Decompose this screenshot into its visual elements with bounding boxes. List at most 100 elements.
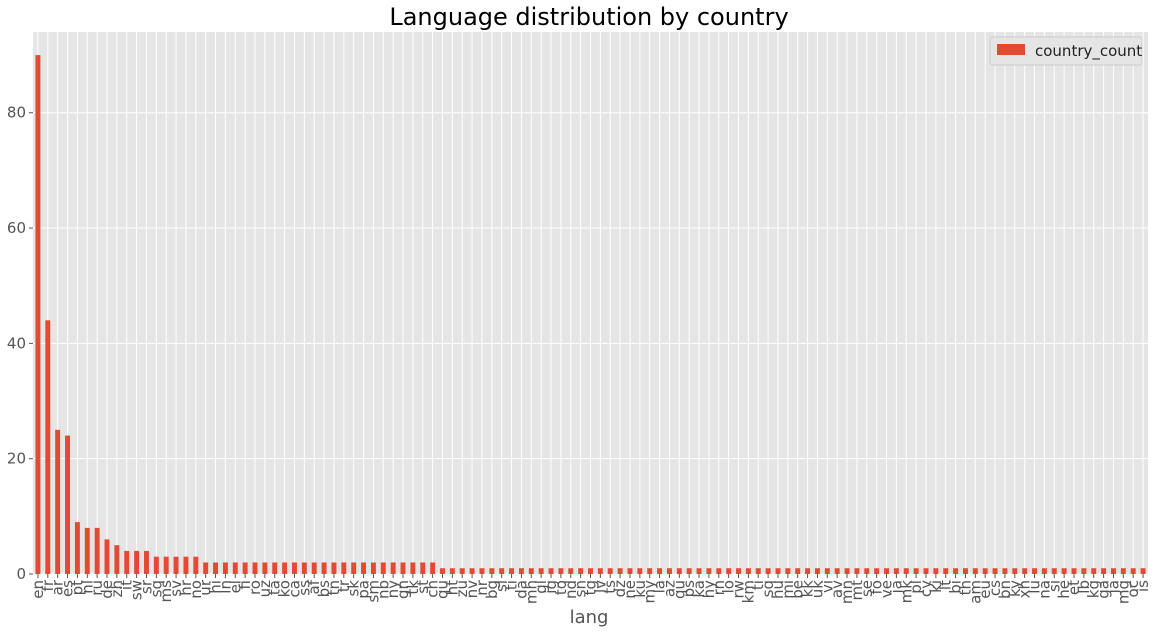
x-tick-label: nl <box>78 580 96 594</box>
x-tick-label: bi <box>947 580 965 594</box>
x-tick-label: sv <box>167 580 185 597</box>
x-tick-label: st <box>414 580 432 594</box>
bar <box>84 527 90 574</box>
bar <box>548 568 554 574</box>
x-tick-label: ln <box>216 580 234 594</box>
bar <box>134 550 140 574</box>
bar <box>558 568 564 574</box>
x-tick-label: nr <box>473 579 491 596</box>
bar <box>824 568 830 574</box>
x-tick-label: ve <box>878 580 896 598</box>
x-tick-label: na <box>1035 580 1053 599</box>
x-tick-label: se <box>858 580 876 597</box>
bar <box>657 568 663 574</box>
x-tick-label: it <box>118 580 136 590</box>
bar <box>222 562 228 574</box>
x-tick-label: et <box>1065 580 1083 595</box>
bar <box>370 562 376 574</box>
bar <box>1091 568 1097 574</box>
x-tick-label: es <box>59 580 77 597</box>
x-tick-label: pt <box>68 580 86 596</box>
bar <box>1120 568 1126 574</box>
x-tick-label: bg <box>483 580 501 599</box>
x-tick-label: nb <box>374 580 392 599</box>
bar <box>607 568 613 574</box>
x-tick-label: is <box>1134 580 1152 592</box>
x-tick-label: tk <box>404 580 422 595</box>
bar <box>449 568 455 574</box>
bar <box>972 568 978 574</box>
y-tick-label: 60 <box>7 219 26 237</box>
x-tick-label: qu <box>433 580 451 599</box>
bar <box>676 568 682 574</box>
x-tick-label: si <box>1045 580 1063 592</box>
bar <box>232 562 238 574</box>
x-tick-label: lo <box>720 580 738 593</box>
x-tick-label: qu <box>670 580 688 599</box>
bar <box>755 568 761 574</box>
bar <box>242 562 248 574</box>
bar <box>410 562 416 574</box>
x-tick-label: ga <box>1095 580 1113 599</box>
x-tick-label: de <box>98 580 116 599</box>
x-tick-label: nv <box>463 580 481 599</box>
bar <box>153 556 159 574</box>
x-tick-label: nd <box>562 580 580 599</box>
x-tick-label: sq <box>759 580 777 597</box>
x-tick-label: ne <box>621 580 639 599</box>
bar <box>588 568 593 574</box>
bar <box>292 562 297 574</box>
bar <box>509 568 515 574</box>
x-tick-label: rw <box>730 580 748 598</box>
bar <box>736 568 741 574</box>
bar <box>144 550 149 574</box>
x-tick-label: zu <box>453 580 471 597</box>
bar <box>795 568 801 574</box>
x-tick-label: cy <box>917 580 935 597</box>
x-tick-label: vi <box>818 580 836 593</box>
bar <box>262 562 268 574</box>
x-tick-label: lt <box>937 580 955 590</box>
x-tick-label: to <box>552 580 570 595</box>
bar <box>252 562 258 574</box>
x-tick-label: bs <box>315 580 333 598</box>
bar <box>1101 568 1107 574</box>
bar <box>696 568 702 574</box>
x-tick-label: lv <box>591 580 609 593</box>
x-tick-label: hr <box>177 579 195 596</box>
x-tick-label: mt <box>848 580 866 601</box>
bar <box>1051 568 1057 574</box>
x-tick-label: be <box>789 580 807 599</box>
bar <box>124 550 130 574</box>
x-tick-label: xh <box>1016 580 1034 598</box>
x-tick-label: la <box>651 580 669 593</box>
y-tick-label: 80 <box>7 104 26 122</box>
bar <box>982 568 988 574</box>
bar <box>203 562 209 574</box>
bar <box>765 568 771 574</box>
grid-lines <box>33 32 1148 575</box>
x-tick-label: ar <box>49 579 67 595</box>
x-tick-label: ny <box>384 580 402 599</box>
x-tick-label: ht <box>443 580 461 596</box>
bar <box>1081 568 1087 574</box>
x-tick-label: da <box>512 580 530 599</box>
x-tick-label: uz <box>256 580 274 598</box>
bar <box>1110 568 1116 574</box>
x-tick-label: ps <box>680 580 698 598</box>
bar <box>597 568 603 574</box>
x-tick-label: ku <box>631 580 649 598</box>
bar <box>1061 568 1067 574</box>
x-tick-label: pl <box>907 580 925 594</box>
bar <box>321 562 327 574</box>
x-tick-label: ta <box>266 580 284 595</box>
bar <box>933 568 939 574</box>
x-tick-label: ja <box>1104 580 1122 594</box>
x-tick-label: ru <box>88 580 106 596</box>
bar <box>272 562 278 574</box>
x-tick-label: el <box>226 580 244 593</box>
bar <box>94 527 100 574</box>
x-tick-label: ch <box>424 580 442 598</box>
bar <box>627 568 633 574</box>
